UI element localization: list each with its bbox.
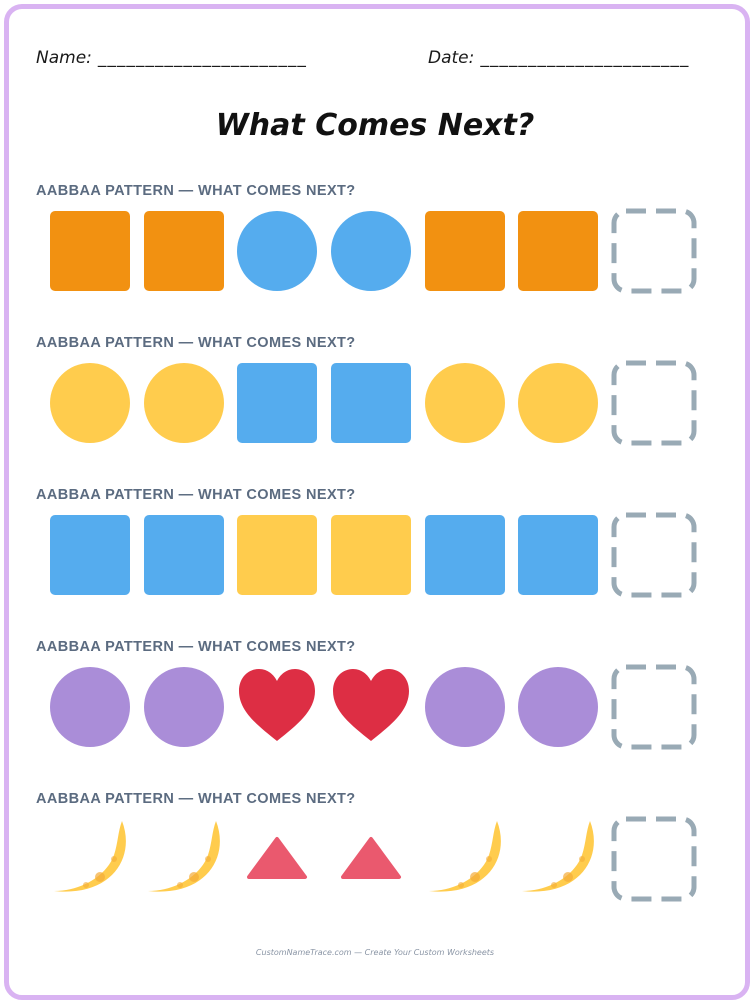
square-shape — [331, 363, 411, 443]
name-line[interactable]: ______________________ — [97, 48, 307, 68]
square-shape — [331, 515, 411, 595]
circle-shape — [144, 667, 224, 747]
moon-shape — [50, 819, 130, 899]
answer-placeholder-box[interactable] — [610, 359, 698, 447]
page-title: What Comes Next? — [215, 108, 535, 143]
pattern-row — [0, 207, 750, 297]
pattern-row — [0, 359, 750, 449]
answer-placeholder-box[interactable] — [610, 815, 698, 903]
moon-shape — [518, 819, 598, 899]
square-shape — [425, 515, 505, 595]
square-shape — [518, 211, 598, 291]
circle-shape — [425, 363, 505, 443]
square-shape — [237, 515, 317, 595]
square-shape — [518, 515, 598, 595]
answer-placeholder-box[interactable] — [610, 207, 698, 295]
moon-shape — [425, 819, 505, 899]
circle-shape — [425, 667, 505, 747]
square-shape — [237, 363, 317, 443]
circle-shape — [331, 211, 411, 291]
heart-shape — [331, 667, 411, 747]
circle-shape — [518, 667, 598, 747]
answer-placeholder-box[interactable] — [610, 663, 698, 751]
triangle-shape — [331, 819, 411, 899]
pattern-row-label: AABBAA PATTERN — WHAT COMES NEXT? — [36, 183, 356, 199]
pattern-row-label: AABBAA PATTERN — WHAT COMES NEXT? — [36, 639, 356, 655]
circle-shape — [237, 211, 317, 291]
pattern-row-label: AABBAA PATTERN — WHAT COMES NEXT? — [36, 487, 356, 503]
square-shape — [50, 211, 130, 291]
square-shape — [144, 515, 224, 595]
pattern-row-label: AABBAA PATTERN — WHAT COMES NEXT? — [36, 791, 356, 807]
square-shape — [50, 515, 130, 595]
footer-credit: CustomNameTrace.com — Create Your Custom… — [255, 948, 495, 957]
pattern-row — [0, 663, 750, 753]
date-label: Date: — [428, 48, 475, 68]
pattern-row-label: AABBAA PATTERN — WHAT COMES NEXT? — [36, 335, 356, 351]
circle-shape — [144, 363, 224, 443]
moon-shape — [144, 819, 224, 899]
circle-shape — [50, 363, 130, 443]
circle-shape — [50, 667, 130, 747]
square-shape — [144, 211, 224, 291]
name-label: Name: — [36, 48, 92, 68]
heart-shape — [237, 667, 317, 747]
pattern-row — [0, 815, 750, 905]
date-field[interactable]: Date: ______________________ — [428, 48, 689, 68]
date-line[interactable]: ______________________ — [480, 48, 690, 68]
circle-shape — [518, 363, 598, 443]
pattern-row — [0, 511, 750, 601]
name-field[interactable]: Name: ______________________ — [36, 48, 307, 68]
triangle-shape — [237, 819, 317, 899]
worksheet-page — [4, 4, 750, 1000]
square-shape — [425, 211, 505, 291]
answer-placeholder-box[interactable] — [610, 511, 698, 599]
